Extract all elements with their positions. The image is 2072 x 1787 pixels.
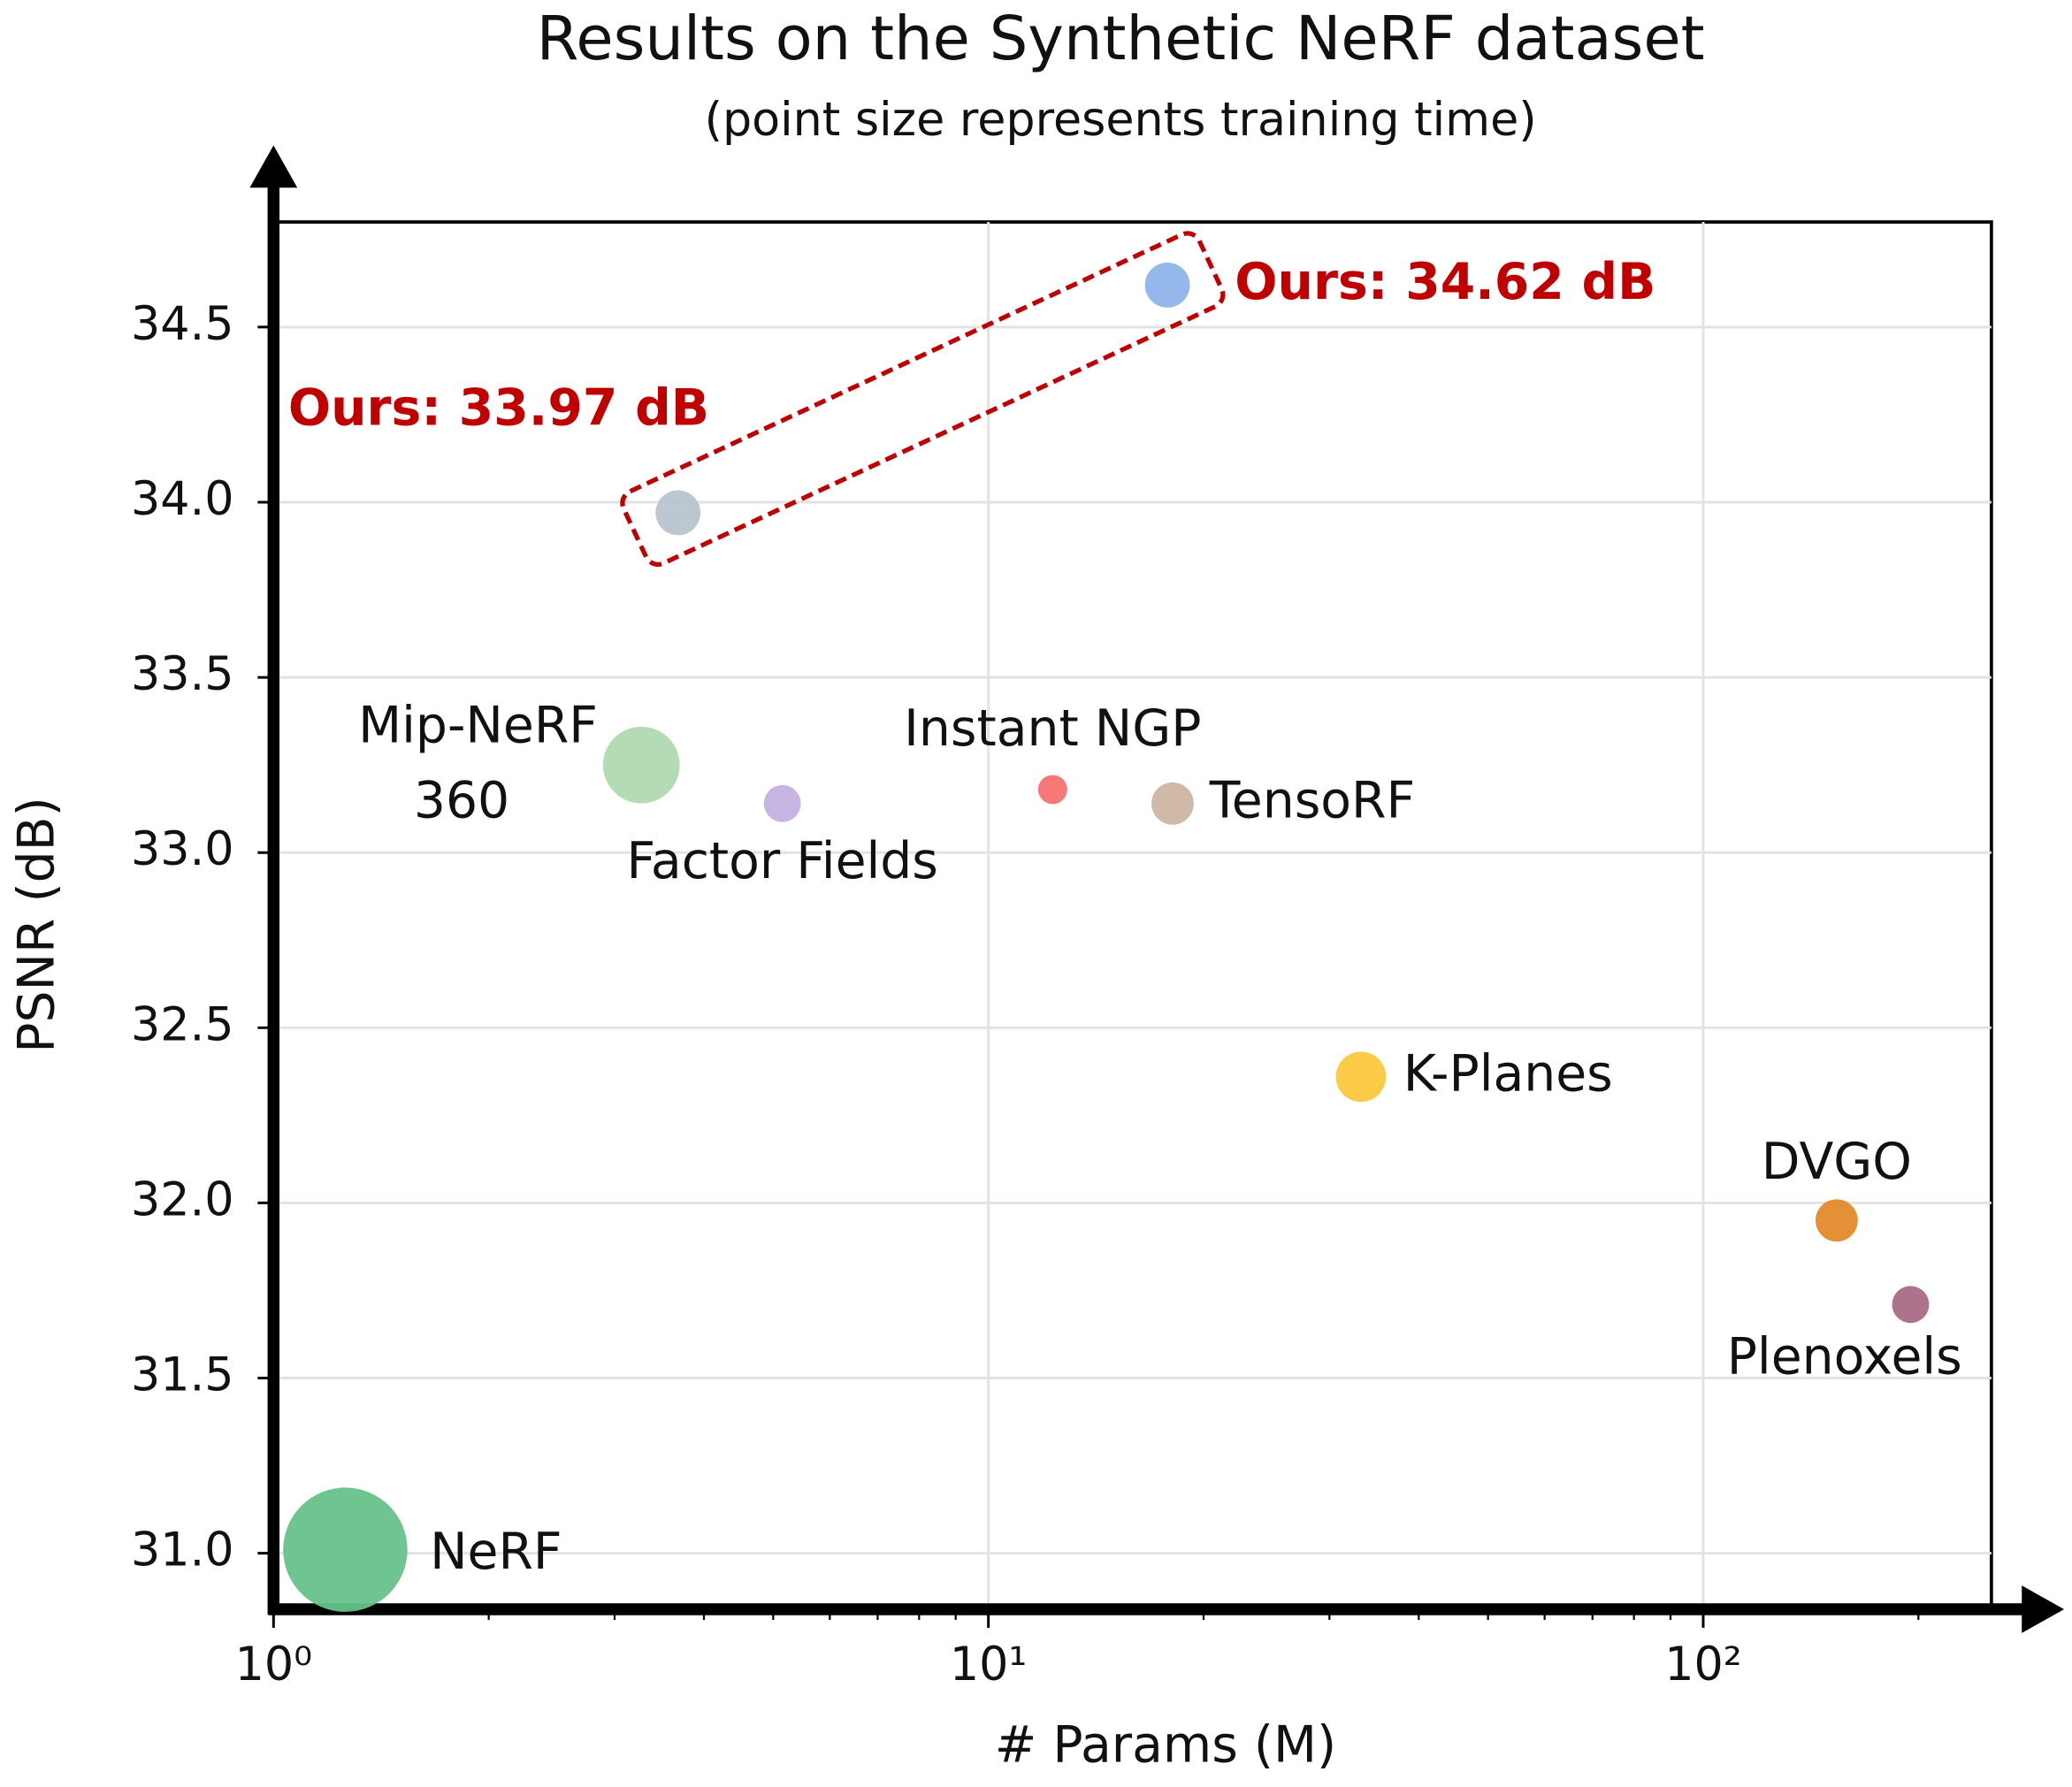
y-tick-label: 31.0 — [131, 1524, 233, 1577]
point-label: Ours: 33.97 dB — [288, 378, 709, 437]
point — [1892, 1286, 1930, 1324]
highlight-box — [620, 231, 1226, 567]
y-tick-label: 31.5 — [131, 1348, 233, 1402]
point-label: TensoRF — [1209, 771, 1415, 829]
y-tick-label: 34.0 — [131, 472, 233, 526]
y-tick-label: 32.5 — [131, 997, 233, 1051]
point — [1335, 1051, 1387, 1103]
point — [1144, 262, 1190, 308]
point — [602, 726, 680, 804]
point-label: Ours: 34.62 dB — [1235, 253, 1655, 311]
point — [655, 490, 701, 536]
x-axis-label: # Params (M) — [995, 1716, 1336, 1775]
y-tick-label: 33.0 — [131, 822, 233, 876]
x-tick-label: 10² — [1664, 1638, 1741, 1692]
y-tick-label: 32.0 — [131, 1172, 233, 1226]
point — [1151, 782, 1194, 825]
y-tick-label: 33.5 — [131, 647, 233, 701]
point — [1037, 775, 1067, 805]
y-axis-arrow — [249, 145, 298, 188]
point — [1815, 1199, 1858, 1242]
x-axis-arrow — [2022, 1585, 2065, 1633]
point-label: Plenoxels — [1727, 1328, 1962, 1386]
point-label: Mip-NeRF 360 — [358, 696, 598, 829]
y-axis-label: PSNR (dB) — [7, 797, 65, 1052]
y-tick-label: 34.5 — [131, 297, 233, 351]
point — [283, 1487, 408, 1612]
point-label: DVGO — [1762, 1133, 1912, 1191]
chart-subtitle: (point size represents training time) — [705, 93, 1537, 147]
point — [763, 784, 801, 822]
point-label: Instant NGP — [904, 699, 1201, 758]
x-tick-label: 10¹ — [950, 1638, 1027, 1692]
point-label: Factor Fields — [626, 832, 937, 890]
point-label: NeRF — [430, 1523, 562, 1581]
chart-title: Results on the Synthetic NeRF dataset — [537, 4, 1705, 74]
x-tick-label: 10⁰ — [235, 1638, 312, 1692]
point-label: K-Planes — [1403, 1044, 1613, 1103]
